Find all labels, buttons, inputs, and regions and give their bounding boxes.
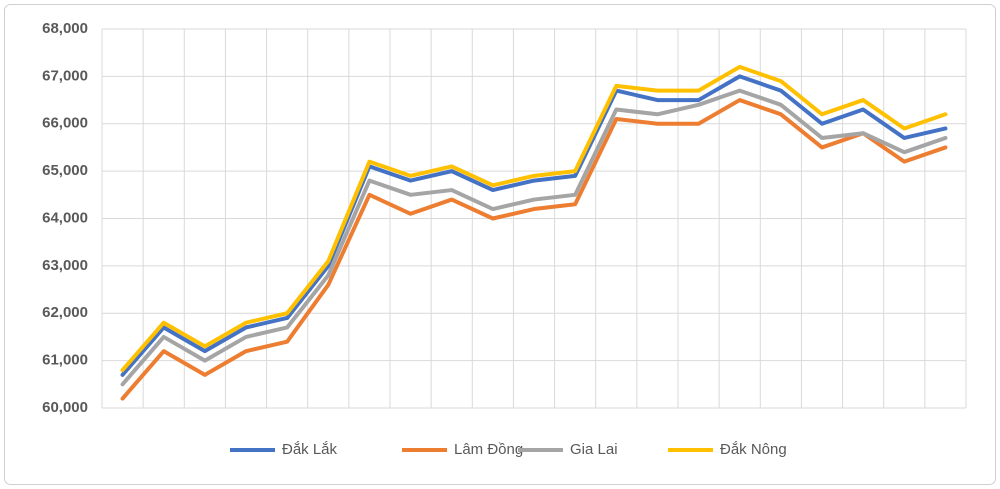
y-tick-label: 60,000 xyxy=(42,399,88,416)
y-tick-label: 66,000 xyxy=(42,115,88,132)
y-tick-label: 65,000 xyxy=(42,162,88,179)
y-tick-label: 68,000 xyxy=(42,20,88,37)
series-line xyxy=(120,98,948,401)
series-line xyxy=(120,64,948,373)
y-tick-label: 67,000 xyxy=(42,67,88,84)
chart-border xyxy=(4,4,996,485)
y-tick-label: 63,000 xyxy=(42,257,88,274)
series-line xyxy=(120,74,948,377)
legend-label: Đắk Nông xyxy=(720,441,787,458)
y-tick-label: 62,000 xyxy=(42,304,88,321)
legend-label: Gia Lai xyxy=(570,441,618,458)
legend-label: Đắk Lắk xyxy=(282,441,338,458)
y-tick-label: 61,000 xyxy=(42,352,88,369)
legend-label: Lâm Đồng xyxy=(454,441,523,458)
y-tick-label: 64,000 xyxy=(42,209,88,226)
series-line xyxy=(120,88,948,387)
